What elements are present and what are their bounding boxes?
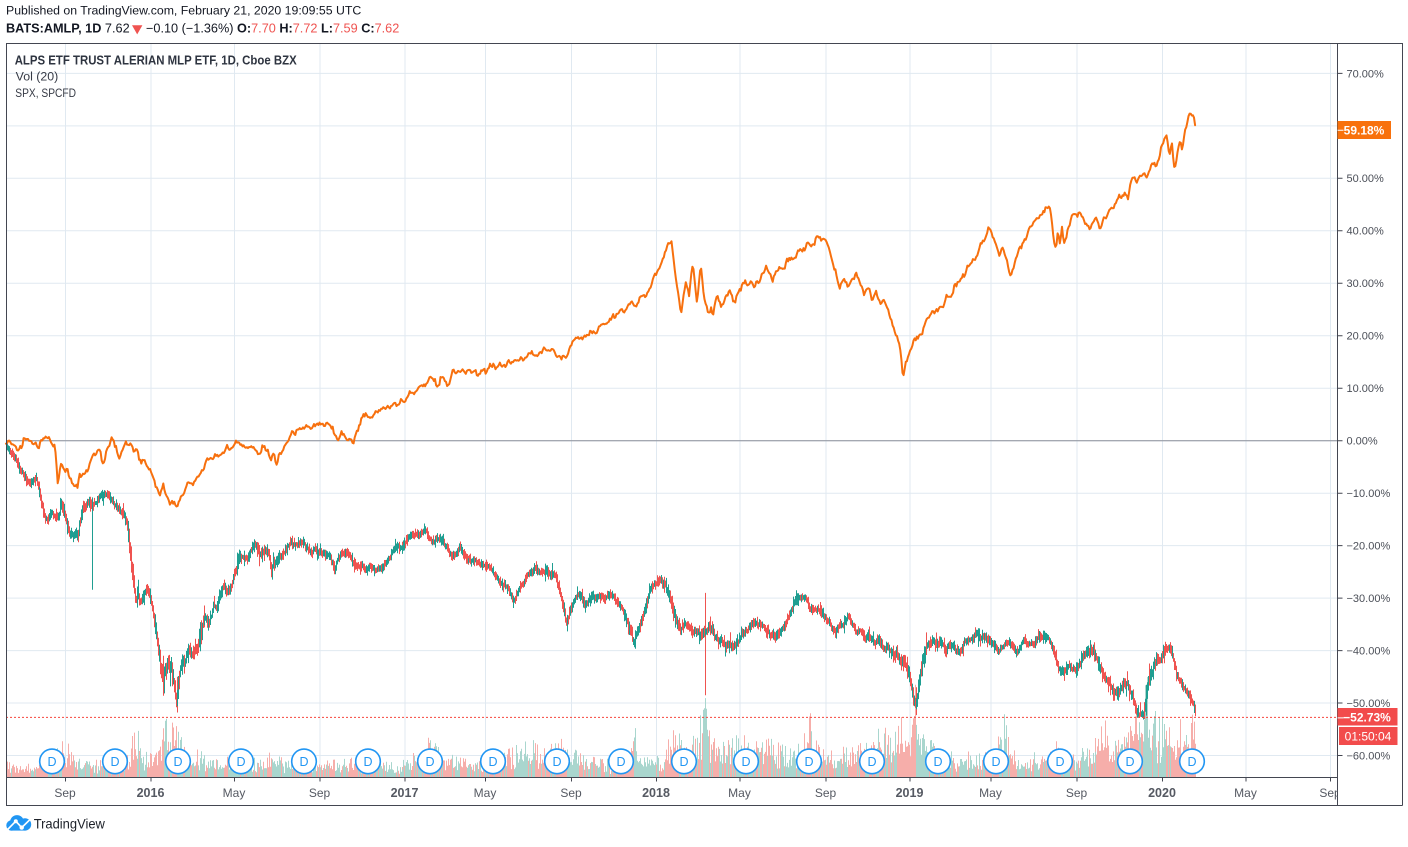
svg-text:D: D <box>299 755 308 769</box>
svg-text:D: D <box>1055 755 1064 769</box>
svg-text:−20.00%: −20.00% <box>1347 541 1391 553</box>
svg-text:D: D <box>867 755 876 769</box>
svg-text:−50.00%: −50.00% <box>1347 698 1391 710</box>
svg-text:Sep: Sep <box>309 786 331 800</box>
svg-text:2016: 2016 <box>137 786 165 800</box>
svg-text:70.00%: 70.00% <box>1347 68 1385 80</box>
svg-text:Sep: Sep <box>815 786 837 800</box>
svg-text:20.00%: 20.00% <box>1347 331 1385 343</box>
svg-text:May: May <box>474 786 497 800</box>
svg-text:D: D <box>552 755 561 769</box>
svg-text:D: D <box>363 755 372 769</box>
svg-text:D: D <box>1125 755 1134 769</box>
svg-text:−10.00%: −10.00% <box>1347 488 1391 500</box>
svg-text:D: D <box>488 755 497 769</box>
svg-text:−0.10 (−1.36%) O:7.70 H:7.72 L: −0.10 (−1.36%) O:7.70 H:7.72 L:7.59 C:7.… <box>146 22 399 36</box>
svg-text:D: D <box>173 755 182 769</box>
svg-text:D: D <box>933 755 942 769</box>
svg-text:2020: 2020 <box>1148 786 1176 800</box>
svg-text:Published on TradingView.com,: Published on TradingView.com, February 2… <box>6 4 361 18</box>
svg-text:D: D <box>425 755 434 769</box>
svg-text:59.18%: 59.18% <box>1344 124 1385 138</box>
svg-text:D: D <box>236 755 245 769</box>
svg-text:BATS:AMLP, 1D 7.62: BATS:AMLP, 1D 7.62 <box>6 22 130 36</box>
svg-text:SPX, SPCFD: SPX, SPCFD <box>15 88 76 100</box>
svg-text:May: May <box>223 786 246 800</box>
svg-text:D: D <box>991 755 1000 769</box>
svg-text:−60.00%: −60.00% <box>1347 750 1391 762</box>
svg-text:−30.00%: −30.00% <box>1347 593 1391 605</box>
svg-text:Sep: Sep <box>1319 786 1341 800</box>
svg-text:2017: 2017 <box>391 786 419 800</box>
svg-text:D: D <box>110 755 119 769</box>
svg-text:−52.73%: −52.73% <box>1343 711 1391 725</box>
svg-text:Sep: Sep <box>560 786 582 800</box>
svg-text:30.00%: 30.00% <box>1347 278 1385 290</box>
svg-text:ALPS ETF TRUST ALERIAN MLP ETF: ALPS ETF TRUST ALERIAN MLP ETF, 1D, Cboe… <box>15 54 298 68</box>
svg-text:10.00%: 10.00% <box>1347 383 1385 395</box>
svg-text:D: D <box>47 755 56 769</box>
svg-text:May: May <box>979 786 1002 800</box>
svg-text:D: D <box>741 755 750 769</box>
svg-text:−40.00%: −40.00% <box>1347 646 1391 658</box>
svg-text:D: D <box>679 755 688 769</box>
svg-text:D: D <box>616 755 625 769</box>
svg-text:Sep: Sep <box>54 786 76 800</box>
svg-text:0.00%: 0.00% <box>1347 436 1378 448</box>
svg-text:2018: 2018 <box>642 786 670 800</box>
svg-text:May: May <box>728 786 751 800</box>
svg-text:Sep: Sep <box>1066 786 1088 800</box>
svg-text:50.00%: 50.00% <box>1347 173 1385 185</box>
svg-text:D: D <box>804 755 813 769</box>
svg-text:D: D <box>1187 755 1196 769</box>
svg-text:01:50:04: 01:50:04 <box>1345 730 1392 744</box>
svg-text:May: May <box>1234 786 1257 800</box>
svg-text:2019: 2019 <box>896 786 924 800</box>
svg-text:40.00%: 40.00% <box>1347 226 1385 238</box>
svg-text:TradingView: TradingView <box>34 816 106 832</box>
svg-text:Vol (20): Vol (20) <box>16 72 59 84</box>
